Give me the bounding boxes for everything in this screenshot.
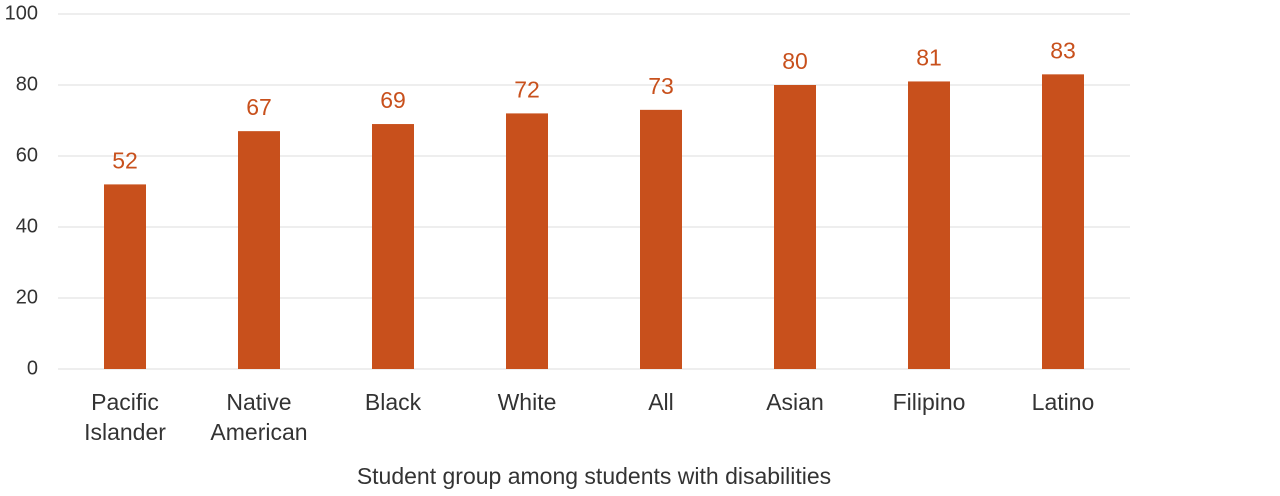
value-label: 69 [380,87,406,113]
x-tick-label: White [498,389,557,415]
bar [372,124,414,369]
x-tick-label: All [648,389,674,415]
y-tick-label: 0 [27,357,38,379]
value-label: 81 [916,45,942,71]
y-tick-label: 60 [16,144,38,166]
x-tick-label: Asian [766,389,824,415]
bar [640,109,682,369]
bar [1042,74,1084,369]
value-label: 52 [112,147,138,173]
bar [104,184,146,369]
x-tick-label: Filipino [893,389,966,415]
x-tick-label: Native American [210,389,307,445]
bar [506,113,548,370]
x-tick-label: Pacific Islander [84,389,166,445]
bar [774,85,816,369]
bar [908,81,950,369]
value-label: 83 [1050,37,1076,63]
x-tick-label: Latino [1032,389,1095,415]
bar [238,131,280,369]
y-tick-label: 40 [16,215,38,237]
y-tick-label: 20 [16,286,38,308]
value-label: 73 [648,73,674,99]
value-label: 80 [782,48,808,74]
value-label: 72 [514,76,540,102]
y-tick-label: 80 [16,73,38,95]
value-label: 67 [246,94,272,120]
x-axis-label: Student group among students with disabi… [357,463,831,489]
y-tick-label: 100 [5,2,38,24]
x-tick-label: Black [365,389,422,415]
